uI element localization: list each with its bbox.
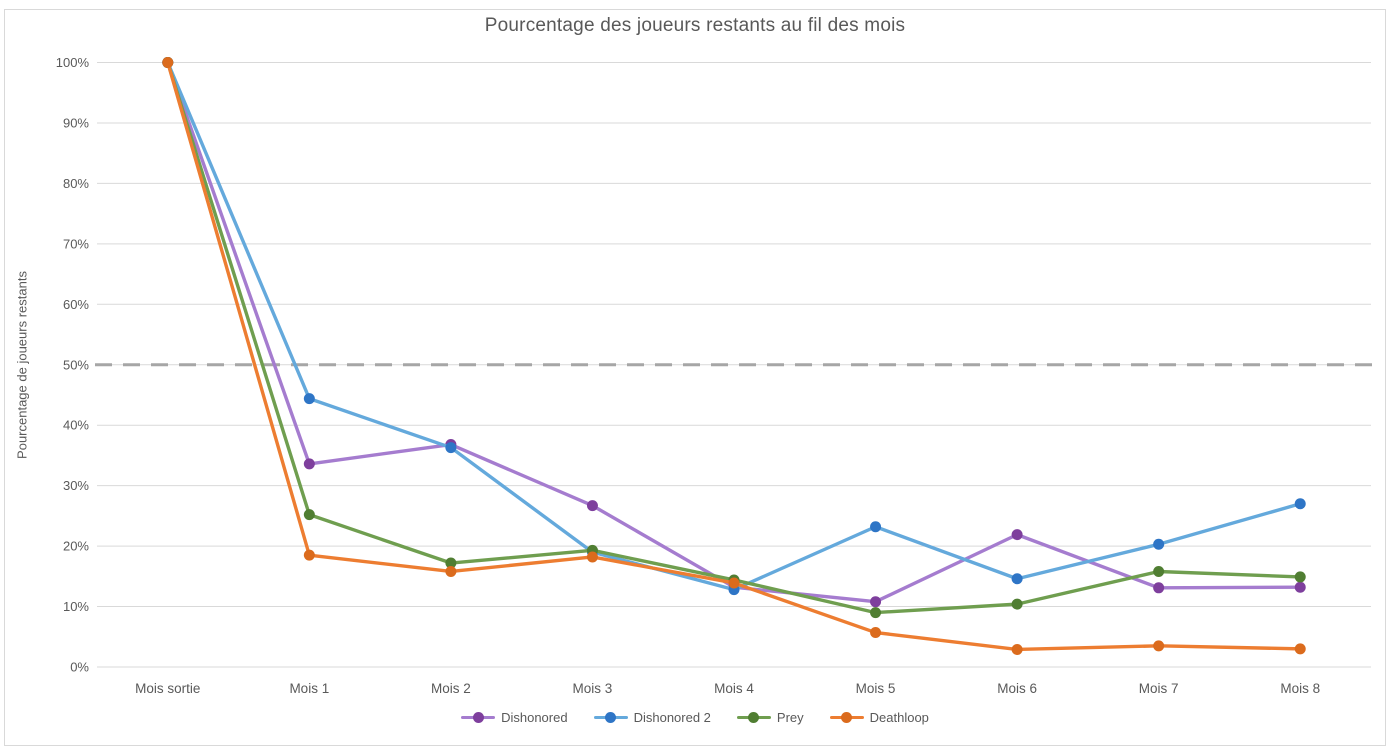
series-deathloop-point-6 xyxy=(1011,643,1023,655)
series-deathloop-point-3 xyxy=(586,551,598,563)
legend-label-dishonored-2: Dishonored 2 xyxy=(633,710,711,725)
series-dishonored-point-3 xyxy=(586,500,598,512)
legend-label-dishonored: Dishonored xyxy=(501,710,568,725)
x-tick-label-mois-sortie: Mois sortie xyxy=(135,681,200,696)
series-prey-point-7 xyxy=(1153,565,1165,577)
series-deathloop-line xyxy=(166,60,1302,652)
series-deathloop-point-7 xyxy=(1153,640,1165,652)
series-deathloop-point-0 xyxy=(162,57,174,68)
y-tick-label-100: 100% xyxy=(56,55,90,70)
series-deathloop-point-5 xyxy=(870,627,882,639)
chart-title: Pourcentage des joueurs restants au fil … xyxy=(484,15,906,36)
series-dishonored-point-5 xyxy=(870,596,882,608)
legend-item-prey: Prey xyxy=(736,710,804,725)
series-prey-point-1 xyxy=(303,509,315,521)
legend-item-deathloop: Deathloop xyxy=(829,710,929,725)
series-dishonored-2-point-7 xyxy=(1153,538,1165,550)
y-tick-label-60: 60% xyxy=(63,297,89,312)
y-tick-label-80: 80% xyxy=(63,176,89,191)
y-tick-label-0: 0% xyxy=(70,660,89,675)
y-tick-label-10: 10% xyxy=(63,599,89,614)
y-tick-label-30: 30% xyxy=(63,478,89,493)
y-tick-label-40: 40% xyxy=(63,418,89,433)
series-deathloop-point-1 xyxy=(303,549,315,561)
x-tick-label-mois-1: Mois 1 xyxy=(289,681,329,696)
y-tick-label-50: 50% xyxy=(63,357,89,372)
x-tick-label-mois-5: Mois 5 xyxy=(856,681,896,696)
legend-label-deathloop: Deathloop xyxy=(869,710,929,725)
series-prey-point-8 xyxy=(1294,571,1306,583)
series-dishonored-line xyxy=(166,60,1302,604)
series-dishonored-point-1 xyxy=(303,458,315,470)
x-tick-label-mois-4: Mois 4 xyxy=(714,681,754,696)
x-tick-label-mois-3: Mois 3 xyxy=(573,681,613,696)
legend-marker-dishonored-2-icon xyxy=(593,712,628,724)
x-tick-label-mois-7: Mois 7 xyxy=(1139,681,1179,696)
x-tick-label-mois-8: Mois 8 xyxy=(1280,681,1320,696)
series-dishonored-2-point-1 xyxy=(303,393,315,405)
y-tick-label-70: 70% xyxy=(63,236,89,251)
series-dishonored-point-8 xyxy=(1294,581,1306,593)
legend-marker-deathloop-icon xyxy=(829,712,864,724)
legend-item-dishonored: Dishonored xyxy=(461,710,568,725)
series-dishonored-2-point-8 xyxy=(1294,498,1306,510)
legend-label-prey: Prey xyxy=(776,710,804,725)
series-dishonored-2-point-6 xyxy=(1011,573,1023,585)
y-tick-label-90: 90% xyxy=(63,115,89,130)
legend: Dishonored Dishonored 2 Prey Deathloop xyxy=(0,710,1390,725)
legend-marker-prey-icon xyxy=(736,712,771,724)
series-deathloop-point-2 xyxy=(445,565,457,577)
series-prey-point-5 xyxy=(870,607,882,619)
series-dishonored-point-6 xyxy=(1011,529,1023,541)
series-dishonored-2-line xyxy=(166,60,1302,592)
series-dishonored-point-7 xyxy=(1153,582,1165,594)
x-tick-label-mois-6: Mois 6 xyxy=(997,681,1037,696)
y-tick-label-20: 20% xyxy=(63,539,89,554)
series-prey-point-2 xyxy=(445,557,457,569)
series-dishonored-2-point-2 xyxy=(445,442,457,454)
series-prey-line xyxy=(166,60,1302,615)
series-dishonored-2-point-5 xyxy=(870,521,882,533)
legend-marker-dishonored-icon xyxy=(461,712,496,724)
series-prey-point-6 xyxy=(1011,598,1023,610)
series-deathloop-point-4 xyxy=(728,577,740,589)
x-tick-label-mois-2: Mois 2 xyxy=(431,681,471,696)
series-deathloop-point-8 xyxy=(1294,643,1306,655)
legend-item-dishonored-2: Dishonored 2 xyxy=(593,710,711,725)
